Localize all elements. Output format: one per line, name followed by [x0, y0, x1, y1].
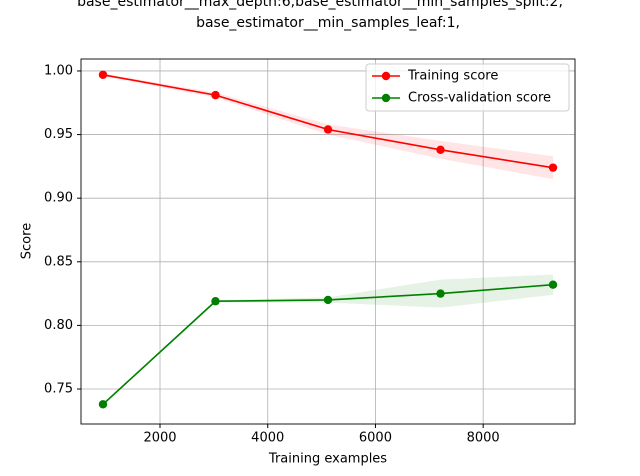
point	[323, 295, 333, 305]
chart-title: base_estimator__max_depth:6,base_estimat…	[77, 0, 563, 10]
chart-subtitle: base_estimator__min_samples_leaf:1,	[196, 15, 460, 31]
point	[98, 70, 108, 79]
point	[323, 125, 333, 134]
y-tick-label: 0.90	[44, 191, 73, 206]
x-tick-label: 6000	[359, 431, 392, 446]
point	[436, 289, 445, 298]
y-tick-label: 0.85	[44, 254, 73, 269]
x-tick-label: 4000	[251, 431, 284, 446]
legend-marker	[381, 93, 391, 103]
point	[98, 400, 108, 409]
y-tick-label: 1.00	[44, 63, 73, 78]
x-tick-label: 2000	[143, 431, 176, 446]
legend-label: Training score	[407, 69, 498, 84]
y-tick-label: 0.75	[44, 382, 73, 397]
y-axis-label: Score	[20, 223, 35, 259]
legend-marker	[381, 71, 391, 81]
plot-frame	[80, 58, 576, 425]
x-tick-label: 8000	[467, 431, 500, 446]
point	[548, 280, 558, 289]
std-band	[102, 274, 554, 406]
point	[436, 145, 445, 155]
y-tick-label: 0.80	[44, 318, 73, 333]
legend-box	[365, 63, 570, 112]
legend-label: Cross-validation score	[408, 91, 551, 106]
point	[211, 90, 220, 100]
y-tick-label: 0.95	[44, 127, 73, 142]
point	[548, 163, 558, 172]
point	[211, 297, 220, 306]
x-axis-label: Training examples	[268, 452, 387, 467]
